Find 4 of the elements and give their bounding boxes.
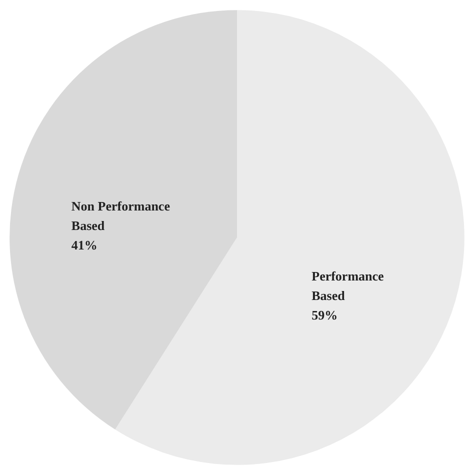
data-label: 59% [312,307,338,322]
data-label: 41% [71,237,98,252]
slice-label: Performance Based [312,268,384,303]
slice-label: Non Performance Based [71,198,170,233]
